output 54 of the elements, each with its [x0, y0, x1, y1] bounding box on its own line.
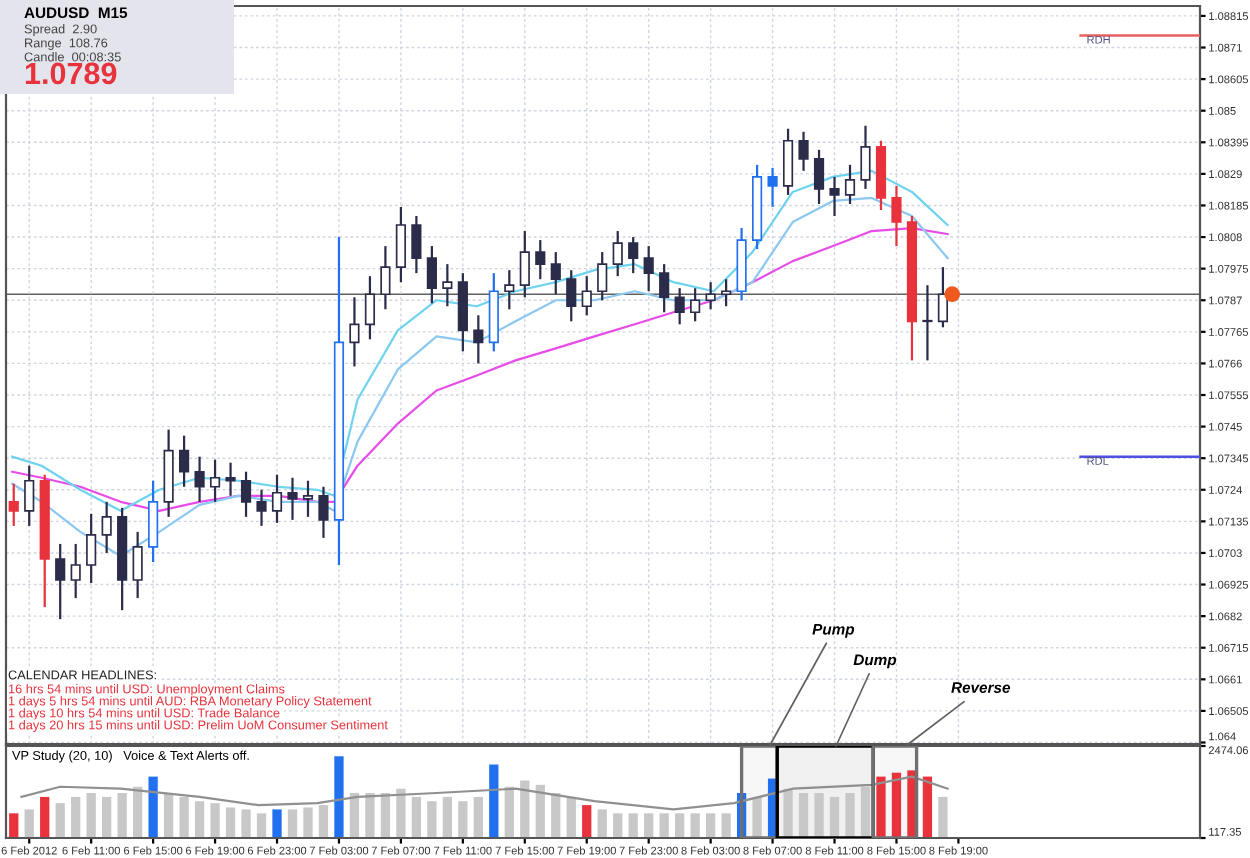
candlestick — [86, 512, 97, 585]
line-series — [11, 196, 949, 558]
candlestick — [782, 127, 794, 197]
candlestick — [643, 244, 654, 293]
candlestick — [287, 476, 298, 521]
candlestick — [721, 278, 732, 308]
candlestick — [550, 250, 561, 296]
candlestick — [194, 455, 205, 503]
line-series — [20, 775, 949, 811]
candlestick — [55, 542, 66, 621]
candlestick — [659, 263, 670, 314]
candlestick — [829, 175, 840, 218]
candlestick — [318, 485, 329, 540]
candlestick — [209, 458, 221, 503]
candlestick — [860, 124, 871, 191]
candlestick — [937, 266, 949, 329]
candlestick — [349, 296, 360, 368]
candlestick — [705, 281, 716, 311]
candlestick — [240, 470, 252, 518]
candlestick — [519, 229, 530, 299]
candlestick — [504, 269, 515, 311]
candlestick — [473, 314, 484, 365]
candlestick — [581, 275, 592, 317]
candlestick — [597, 250, 608, 302]
candlestick — [922, 284, 933, 362]
candlestick — [302, 479, 314, 518]
candlestick — [891, 184, 902, 248]
candlestick — [256, 488, 267, 527]
candlestick — [101, 500, 112, 555]
candlestick — [426, 244, 437, 305]
candlestick — [148, 479, 159, 564]
candlestick — [442, 263, 453, 308]
candlestick — [70, 542, 81, 600]
annotation: 1.0789 — [25, 62, 117, 85]
candlestick — [271, 473, 283, 524]
candlestick — [178, 434, 190, 488]
candlestick — [225, 461, 236, 497]
candlestick — [132, 530, 143, 600]
candlestick — [690, 287, 701, 323]
candlestick — [798, 130, 809, 172]
candlestick — [844, 163, 856, 206]
candlestick — [364, 275, 376, 341]
candlestick — [628, 235, 639, 275]
candlestick — [767, 166, 778, 209]
candlestick — [411, 214, 422, 275]
candlestick — [813, 148, 825, 206]
candlestick — [395, 205, 406, 284]
candlestick — [674, 287, 685, 326]
candlestick — [535, 238, 546, 281]
candlestick — [380, 244, 391, 311]
candlestick — [566, 269, 577, 323]
candlestick — [612, 229, 623, 278]
candlestick — [8, 482, 19, 527]
candlestick — [24, 464, 35, 527]
